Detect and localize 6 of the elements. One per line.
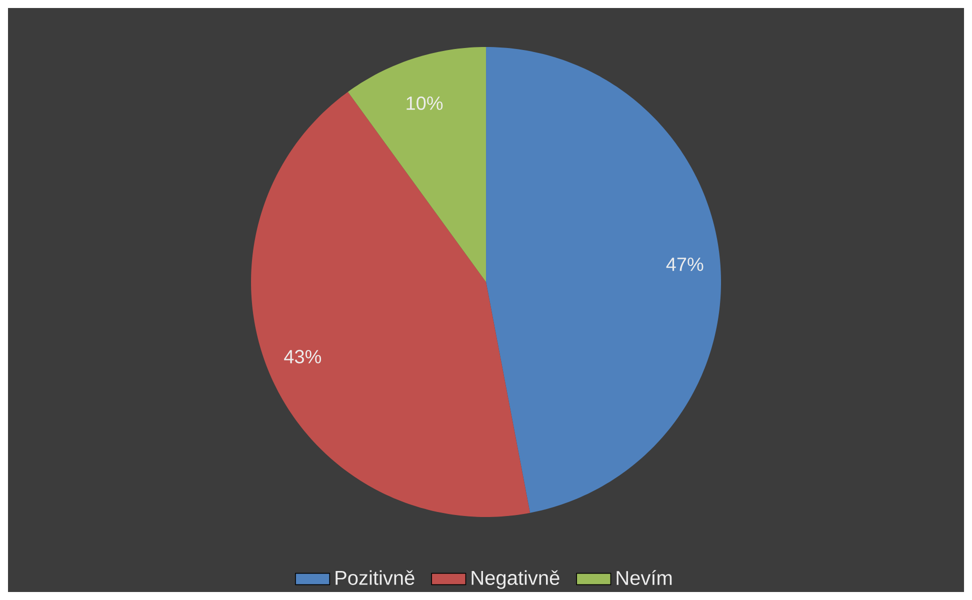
data-label: 43%	[284, 350, 322, 364]
data-label: 10%	[406, 96, 443, 110]
legend-label: Pozitivně	[336, 570, 414, 585]
legend-label: Nevím	[616, 570, 672, 586]
legend-label: Negativně	[472, 570, 560, 589]
data-label: 47%	[666, 258, 704, 271]
